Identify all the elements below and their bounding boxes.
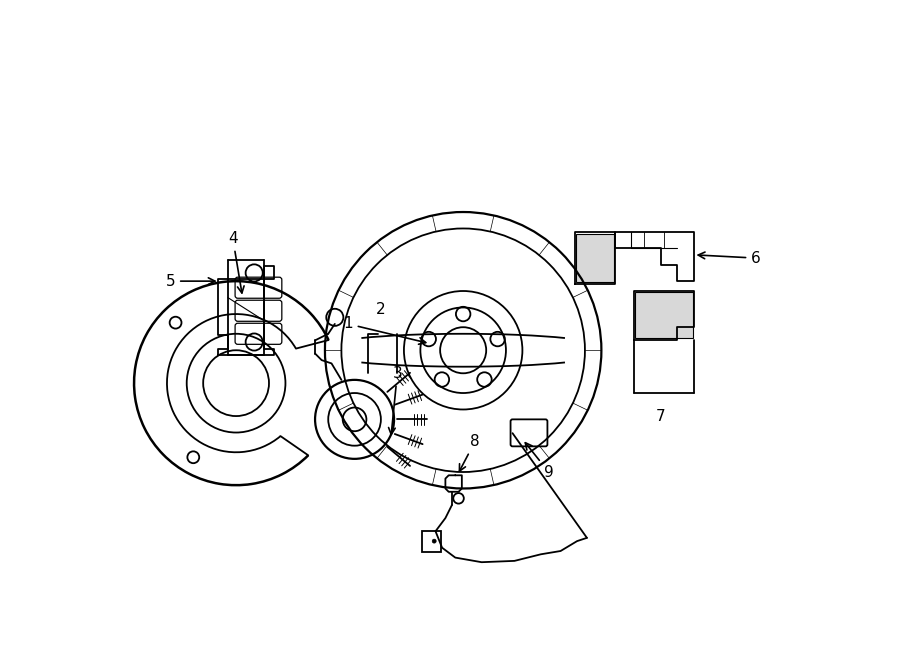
Text: 2: 2	[376, 302, 386, 317]
Text: 4: 4	[228, 231, 244, 293]
Text: 5: 5	[166, 274, 215, 289]
Text: 9: 9	[526, 443, 554, 479]
FancyBboxPatch shape	[576, 234, 614, 282]
Text: 7: 7	[656, 409, 665, 424]
FancyBboxPatch shape	[635, 292, 693, 338]
Text: 8: 8	[459, 434, 480, 471]
Text: 3: 3	[389, 366, 402, 434]
Circle shape	[432, 539, 436, 543]
Text: 1: 1	[343, 317, 426, 344]
Text: 6: 6	[698, 251, 760, 266]
